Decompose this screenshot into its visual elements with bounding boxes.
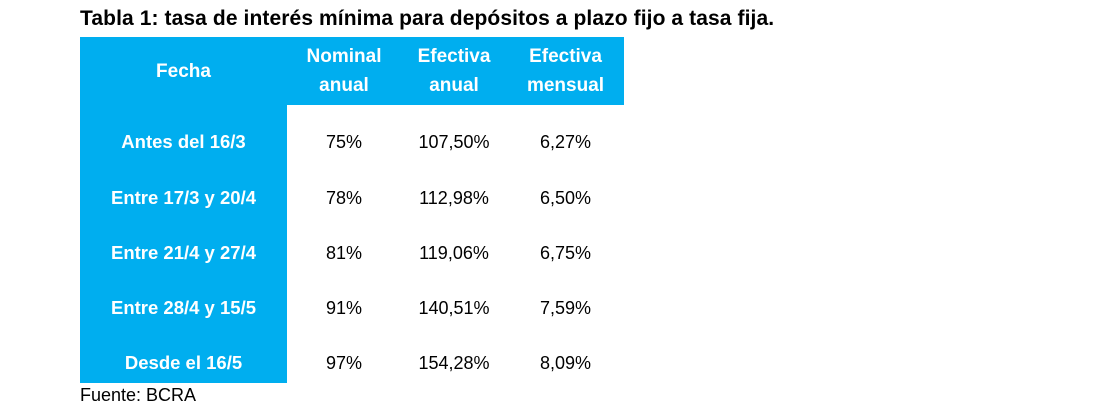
table-row: Antes del 16/3 75% 107,50% 6,27%: [80, 114, 624, 170]
table-row: Entre 21/4 y 27/4 81% 119,06% 6,75%: [80, 225, 624, 281]
cell-efectiva-anual: 140,51%: [418, 297, 490, 318]
source-note: Fuente: BCRA: [80, 385, 197, 405]
cell-fecha: Entre 21/4 y 27/4: [110, 242, 256, 263]
cell-efectiva-anual: 154,28%: [418, 352, 490, 373]
header-efectiva-anual: Efectiva anual: [417, 46, 491, 96]
fecha-column-background: [80, 105, 287, 383]
cell-nominal-anual: 81%: [325, 242, 363, 263]
cell-efectiva-mensual: 6,75%: [539, 242, 592, 263]
cell-nominal-anual: 97%: [325, 352, 363, 373]
table-row: Entre 28/4 y 15/5 91% 140,51% 7,59%: [80, 280, 624, 336]
table-title: Tabla 1: tasa de interés mínima para dep…: [80, 7, 775, 30]
header-efectiva-mensual: Efectiva mensual: [526, 46, 605, 96]
cell-efectiva-anual: 107,50%: [418, 131, 490, 152]
cell-nominal-anual: 78%: [325, 187, 363, 208]
cell-efectiva-anual: 112,98%: [419, 187, 489, 208]
table-row: Desde el 16/5 97% 154,28% 8,09%: [80, 335, 624, 391]
header-fecha: Fecha: [156, 60, 211, 82]
cell-efectiva-mensual: 6,50%: [539, 187, 592, 208]
cell-efectiva-mensual: 6,27%: [539, 131, 592, 152]
table-header-row: Fecha Nominal anual Efectiva anual Efect…: [80, 37, 624, 105]
cell-fecha: Entre 28/4 y 15/5: [110, 297, 256, 318]
cell-nominal-anual: 91%: [325, 297, 363, 318]
header-nominal-anual: Nominal anual: [306, 46, 382, 96]
cell-efectiva-mensual: 7,59%: [539, 297, 592, 318]
cell-efectiva-mensual: 8,09%: [539, 352, 592, 373]
cell-fecha: Desde el 16/5: [124, 352, 243, 373]
table-row: Entre 17/3 y 20/4 78% 112,98% 6,50%: [80, 170, 624, 226]
cell-fecha: Entre 17/3 y 20/4: [110, 187, 256, 208]
cell-fecha: Antes del 16/3: [121, 131, 246, 152]
cell-nominal-anual: 75%: [325, 131, 363, 152]
cell-efectiva-anual: 119,06%: [419, 242, 489, 263]
